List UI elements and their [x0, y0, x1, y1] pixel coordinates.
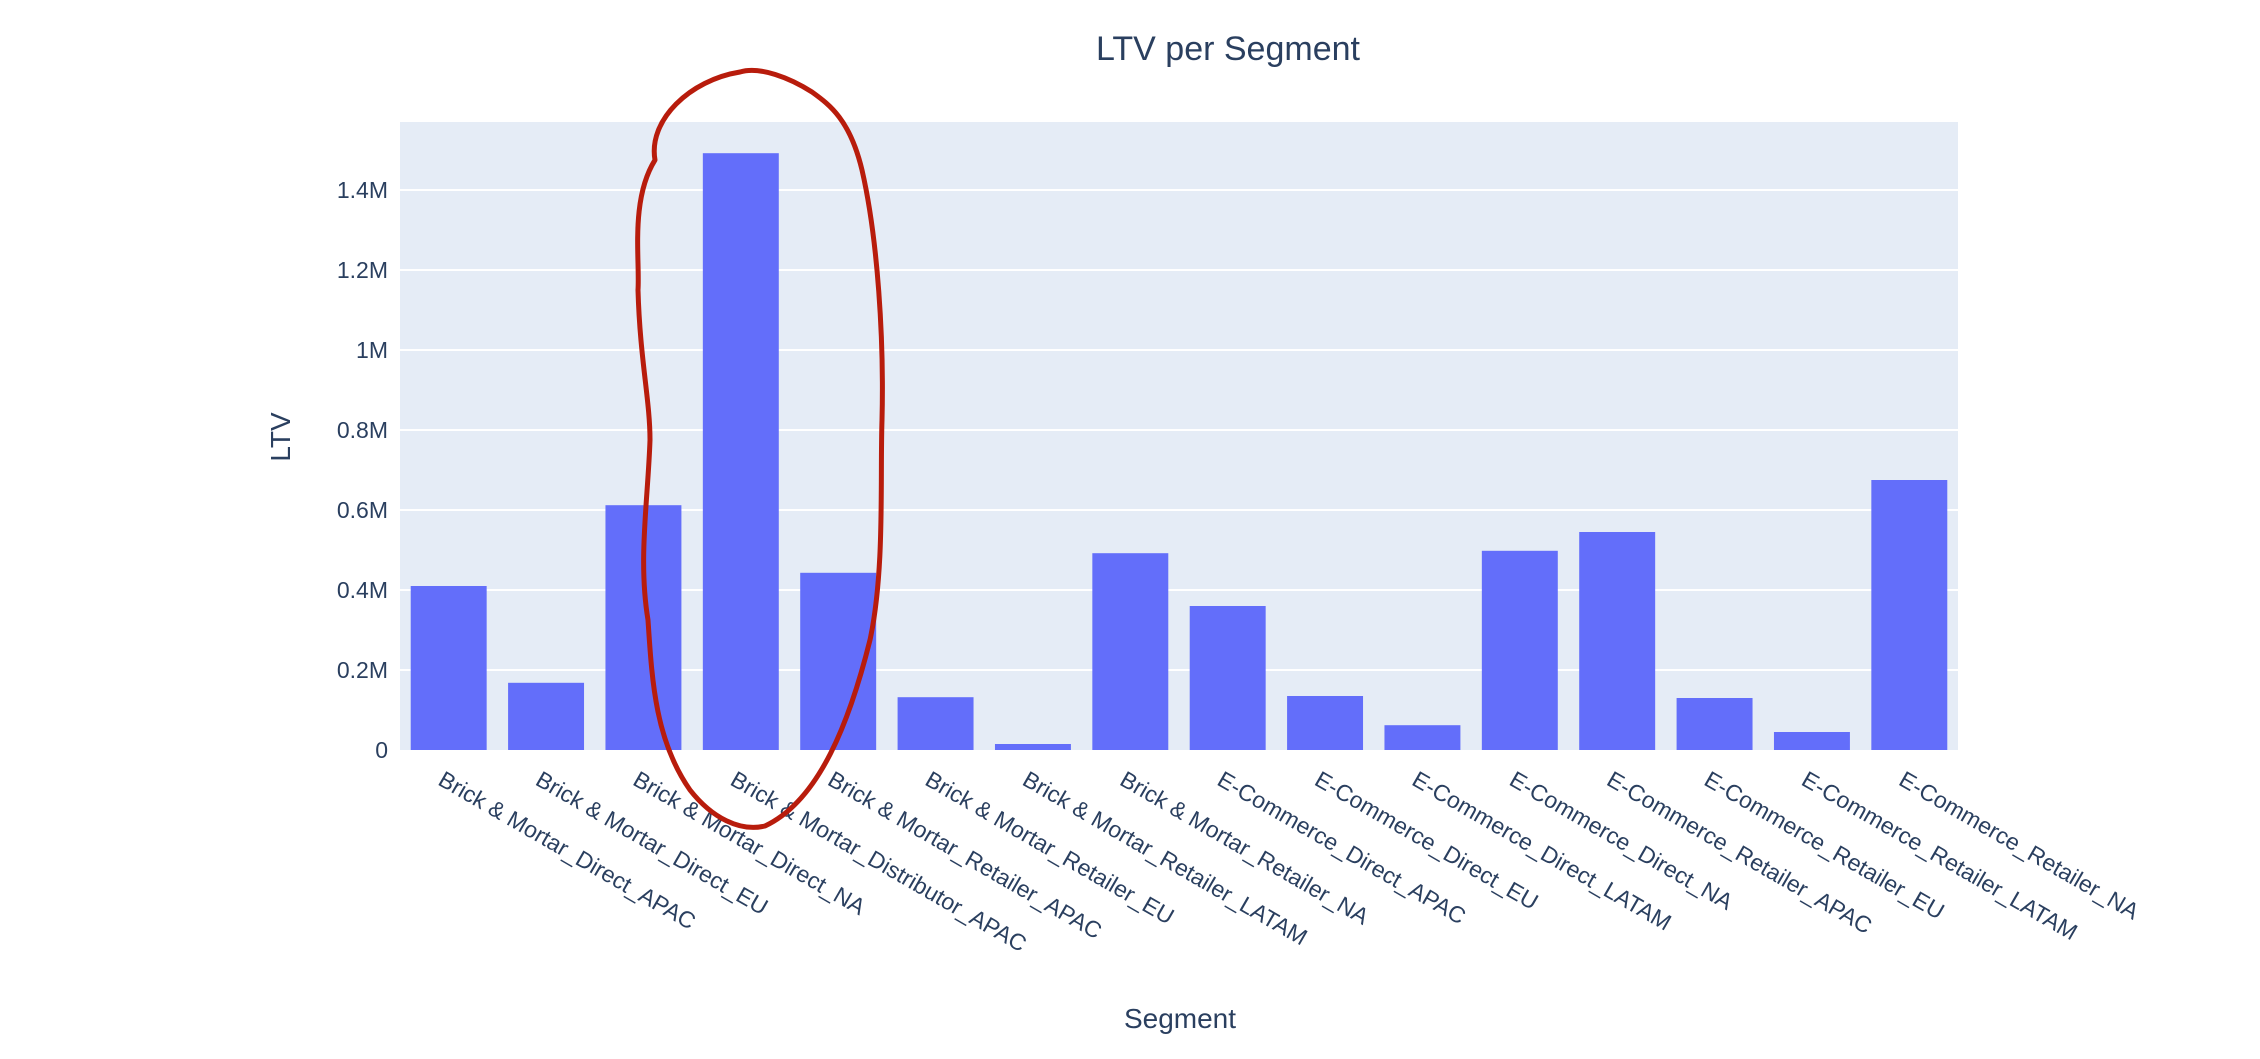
bar — [1189, 606, 1266, 750]
bar — [897, 697, 974, 750]
y-tick-label: 0.8M — [337, 417, 388, 443]
bar — [1676, 698, 1753, 750]
bar — [1481, 550, 1558, 750]
bar — [1092, 553, 1169, 750]
bar — [994, 744, 1071, 750]
y-axis-title: LTV — [265, 412, 296, 462]
chart-title: LTV per Segment — [1096, 30, 1361, 68]
x-axis-title: Segment — [1124, 1003, 1236, 1034]
bar — [1579, 532, 1656, 750]
bar — [1384, 725, 1461, 750]
bar — [508, 682, 585, 750]
bar — [702, 153, 779, 750]
bar — [1871, 480, 1948, 750]
y-tick-labels: 0 0.2M 0.4M 0.6M 0.8M 1M 1.2M 1.4M — [337, 177, 388, 763]
highlight-annotation — [635, 67, 885, 830]
y-tick-label: 0.2M — [337, 657, 388, 683]
bar — [410, 586, 487, 750]
bar — [1287, 696, 1364, 750]
y-tick-label: 1.2M — [337, 257, 388, 283]
y-tick-label: 1.4M — [337, 177, 388, 203]
y-tick-label: 0 — [375, 737, 388, 763]
y-tick-label: 0.6M — [337, 497, 388, 523]
bar — [1773, 732, 1850, 750]
y-tick-label: 1M — [356, 337, 388, 363]
y-tick-label: 0.4M — [337, 577, 388, 603]
